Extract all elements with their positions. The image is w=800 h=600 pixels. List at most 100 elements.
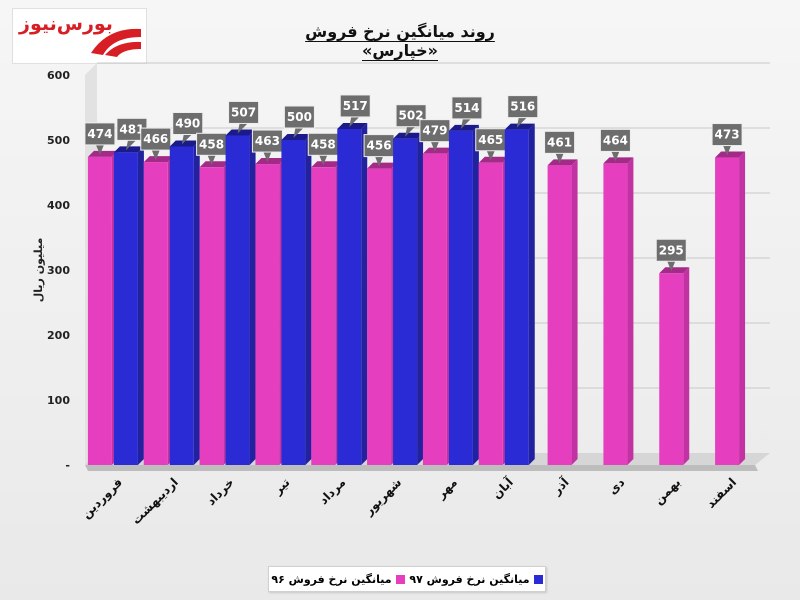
bar-96 — [87, 156, 112, 465]
data-label-pointer — [430, 141, 439, 152]
bar-97 — [281, 140, 306, 465]
data-label-box — [339, 94, 371, 118]
y-tick-label: 300 — [47, 264, 70, 277]
bar-side — [683, 267, 690, 465]
x-tick-label: اردیبهشت — [129, 475, 181, 527]
bar-97 — [169, 146, 194, 465]
x-tick-label: مرداد — [316, 475, 348, 507]
bar-top — [659, 267, 690, 274]
data-label: 458 — [311, 137, 336, 151]
data-label-pointer — [460, 118, 471, 129]
data-label-pointer — [375, 156, 384, 167]
data-label: 456 — [367, 139, 392, 153]
bar-side — [627, 157, 634, 465]
bar-top — [113, 146, 144, 153]
bar-96 — [422, 153, 447, 465]
bar-96 — [199, 167, 224, 466]
x-tick-label: تیر — [270, 475, 293, 498]
data-label-pointer — [293, 128, 304, 138]
data-label-box — [599, 128, 631, 152]
data-label: 458 — [199, 137, 224, 151]
data-label-box — [507, 95, 539, 119]
bar-top — [393, 132, 424, 139]
data-label: 517 — [343, 99, 368, 113]
bar-side — [361, 122, 368, 465]
x-tick-label: شهریور — [361, 475, 405, 519]
bar-side — [528, 123, 535, 465]
bar-side — [193, 140, 200, 465]
legend-item-96: میانگین نرخ فروش ۹۶ — [271, 572, 405, 586]
bar-96 — [255, 164, 280, 466]
data-label: 479 — [422, 124, 447, 138]
x-tick-label: اسفند — [704, 475, 740, 511]
data-label: 500 — [287, 110, 312, 124]
bar-top — [422, 147, 453, 154]
data-label: 502 — [399, 109, 424, 123]
data-label: 474 — [87, 127, 112, 141]
data-label: 473 — [715, 128, 740, 142]
x-tick-label: فروردین — [79, 475, 126, 522]
data-label: 295 — [659, 243, 684, 257]
bar-top — [504, 123, 535, 130]
bar-96 — [547, 165, 572, 465]
chart-title: روند میانگین نرخ فروش «خپارس» — [305, 22, 495, 60]
y-tick-label: 400 — [47, 199, 70, 212]
bar-top — [169, 140, 200, 147]
data-label-box — [140, 127, 172, 151]
logo: بورس‌نیوز — [12, 8, 147, 64]
bar-top — [311, 161, 342, 168]
x-tick-label: آبان — [489, 474, 517, 502]
data-label-box — [451, 96, 483, 120]
legend-label-96: میانگین نرخ فروش ۹۶ — [271, 572, 392, 586]
logo-text: بورس‌نیوز — [19, 13, 113, 35]
bar-96 — [603, 163, 628, 465]
data-label-pointer — [263, 152, 272, 163]
logo-mark-icon — [91, 28, 141, 57]
data-label: 466 — [143, 132, 168, 146]
data-label-box — [283, 105, 315, 129]
x-tick-label: آذر — [548, 474, 572, 498]
bar-97 — [225, 135, 250, 465]
data-label: 514 — [454, 101, 479, 115]
x-tick-label: مهر — [433, 475, 460, 502]
data-label: 507 — [231, 105, 256, 119]
data-label-box — [228, 100, 260, 124]
bar-top — [143, 156, 174, 163]
bar-top — [448, 124, 479, 131]
data-label: 463 — [255, 134, 280, 148]
data-label: 464 — [603, 133, 628, 147]
bar-97 — [113, 152, 138, 465]
bar-top — [87, 150, 118, 157]
y-tick-label: 500 — [47, 134, 70, 147]
bar-side — [137, 146, 144, 465]
legend-label-97: میانگین نرخ فروش ۹۷ — [409, 572, 530, 586]
data-label-pointer — [151, 150, 160, 161]
bar-top — [255, 158, 286, 165]
bar-96 — [659, 273, 684, 465]
data-label: 516 — [510, 100, 535, 114]
data-label-box — [655, 238, 687, 262]
legend-item-97: میانگین نرخ فروش ۹۷ — [409, 572, 543, 586]
bar-97 — [393, 138, 418, 465]
bar-side — [305, 134, 312, 465]
data-label-pointer — [95, 144, 104, 155]
bar-96 — [367, 168, 392, 465]
y-tick-label: 100 — [47, 394, 70, 407]
y-tick-label: 200 — [47, 329, 70, 342]
bar-96 — [143, 162, 168, 465]
data-label-pointer — [405, 126, 416, 137]
data-label-pointer — [486, 150, 495, 161]
data-label-pointer — [181, 134, 192, 145]
data-label-box — [544, 130, 576, 154]
data-label-box — [172, 112, 204, 135]
bar-top — [199, 161, 230, 168]
bar-side — [417, 132, 424, 465]
data-label-box — [711, 123, 743, 147]
bar-96 — [311, 167, 336, 466]
data-label-pointer — [516, 117, 527, 128]
data-label-pointer — [349, 116, 360, 127]
chart-floor-edge — [85, 465, 758, 471]
legend-swatch-96 — [395, 574, 405, 584]
data-label-pointer — [611, 151, 620, 162]
